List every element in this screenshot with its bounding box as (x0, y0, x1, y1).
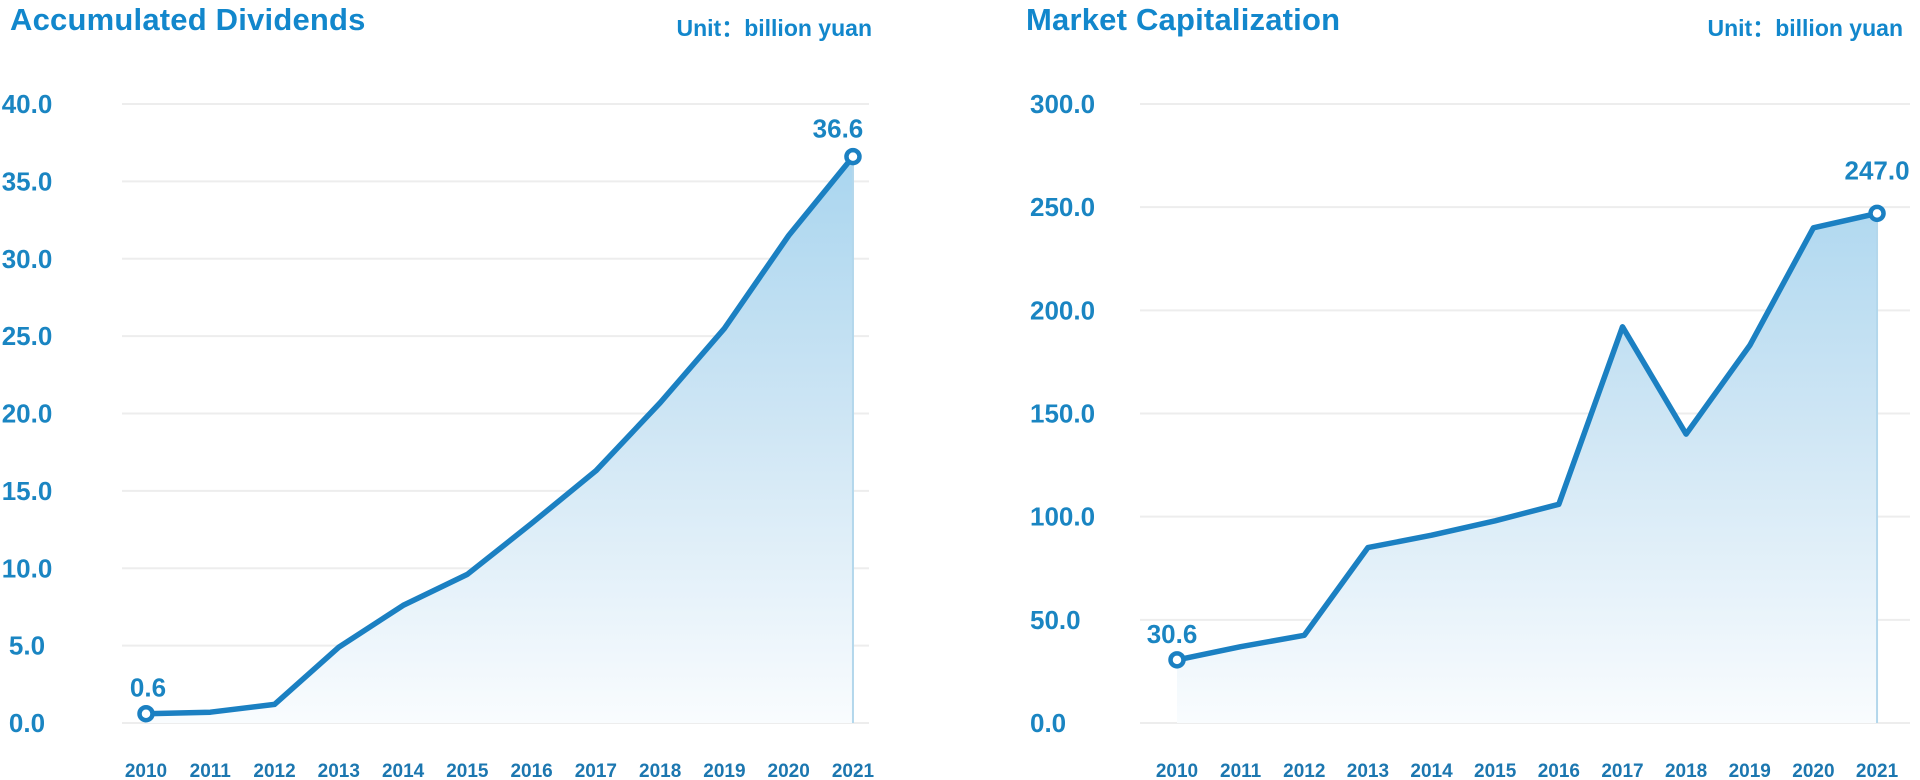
x-tick-label: 2010 (125, 761, 167, 780)
series-area (1177, 213, 1877, 723)
x-tick-label: 2016 (510, 761, 552, 780)
x-tick-label: 2016 (1538, 761, 1580, 780)
unit-label-accumulated-dividends: Unit：billion yuan (676, 15, 873, 41)
last-point-label: 247.0 (1845, 155, 1910, 185)
y-tick-label: 300.0 (1030, 89, 1095, 119)
series-line (143, 153, 856, 717)
x-tick-label: 2011 (190, 761, 232, 780)
first-point-label: 30.6 (1147, 619, 1198, 649)
y-tick-label: 100.0 (1030, 502, 1095, 532)
x-tick-label: 2018 (639, 761, 681, 780)
x-tick-label: 2018 (1665, 761, 1707, 780)
first-point-marker (137, 704, 155, 723)
x-tick-label: 2010 (1156, 761, 1198, 780)
y-tick-label: 15.0 (2, 476, 53, 506)
last-point-marker (844, 147, 862, 166)
x-tick-label: 2021 (832, 761, 875, 780)
x-tick-label: 2019 (1729, 761, 1771, 780)
x-tick-label: 2017 (1601, 761, 1643, 780)
x-tick-label: 2019 (703, 761, 745, 780)
y-tick-label: 20.0 (2, 399, 53, 429)
x-tick-label: 2021 (1856, 761, 1899, 780)
x-tick-label: 2012 (253, 761, 295, 780)
x-tick-label: 2020 (768, 761, 810, 780)
first-point-label: 0.6 (130, 673, 166, 703)
chart-title-market-capitalization: Market Capitalization (1026, 2, 1341, 37)
y-tick-label: 25.0 (2, 321, 53, 351)
y-tick-label: 200.0 (1030, 295, 1095, 325)
y-tick-label: 50.0 (1030, 605, 1081, 635)
x-tick-label: 2014 (1410, 761, 1453, 780)
x-tick-label: 2012 (1283, 761, 1325, 780)
x-tick-label: 2013 (1347, 761, 1389, 780)
y-tick-label: 0.0 (9, 708, 45, 738)
market-capitalization-chart: 300.0 250.0 200.0 150.0 100.0 50.0 0.0 2010 2011… (1030, 89, 1910, 780)
x-tick-label: 2013 (318, 761, 360, 780)
last-point-label: 36.6 (813, 114, 864, 144)
chart-title-accumulated-dividends: Accumulated Dividends (10, 2, 366, 37)
y-tick-label: 5.0 (9, 631, 45, 661)
y-tick-label: 35.0 (2, 166, 53, 196)
x-tick-label: 2014 (382, 761, 425, 780)
y-tick-label: 0.0 (1030, 708, 1066, 738)
last-point-marker (1868, 204, 1886, 223)
y-tick-label: 40.0 (2, 89, 53, 119)
x-tick-label: 2011 (1220, 761, 1262, 780)
series-line (1174, 210, 1880, 663)
first-point-marker (1168, 651, 1186, 669)
y-tick-label: 10.0 (2, 553, 53, 583)
accumulated-dividends-chart: 40.0 35.0 30.0 25.0 20.0 15.0 10.0 5.0 0.0 2010 20… (2, 89, 875, 780)
y-tick-label: 150.0 (1030, 399, 1095, 429)
series-area (146, 156, 853, 724)
x-tick-label: 2015 (446, 761, 489, 780)
y-tick-label: 30.0 (2, 244, 53, 274)
y-tick-label: 250.0 (1030, 192, 1095, 222)
unit-label-market-capitalization: Unit：billion yuan (1707, 15, 1904, 41)
x-tick-label: 2015 (1474, 761, 1517, 780)
x-tick-label: 2020 (1792, 761, 1834, 780)
x-tick-label: 2017 (575, 761, 617, 780)
